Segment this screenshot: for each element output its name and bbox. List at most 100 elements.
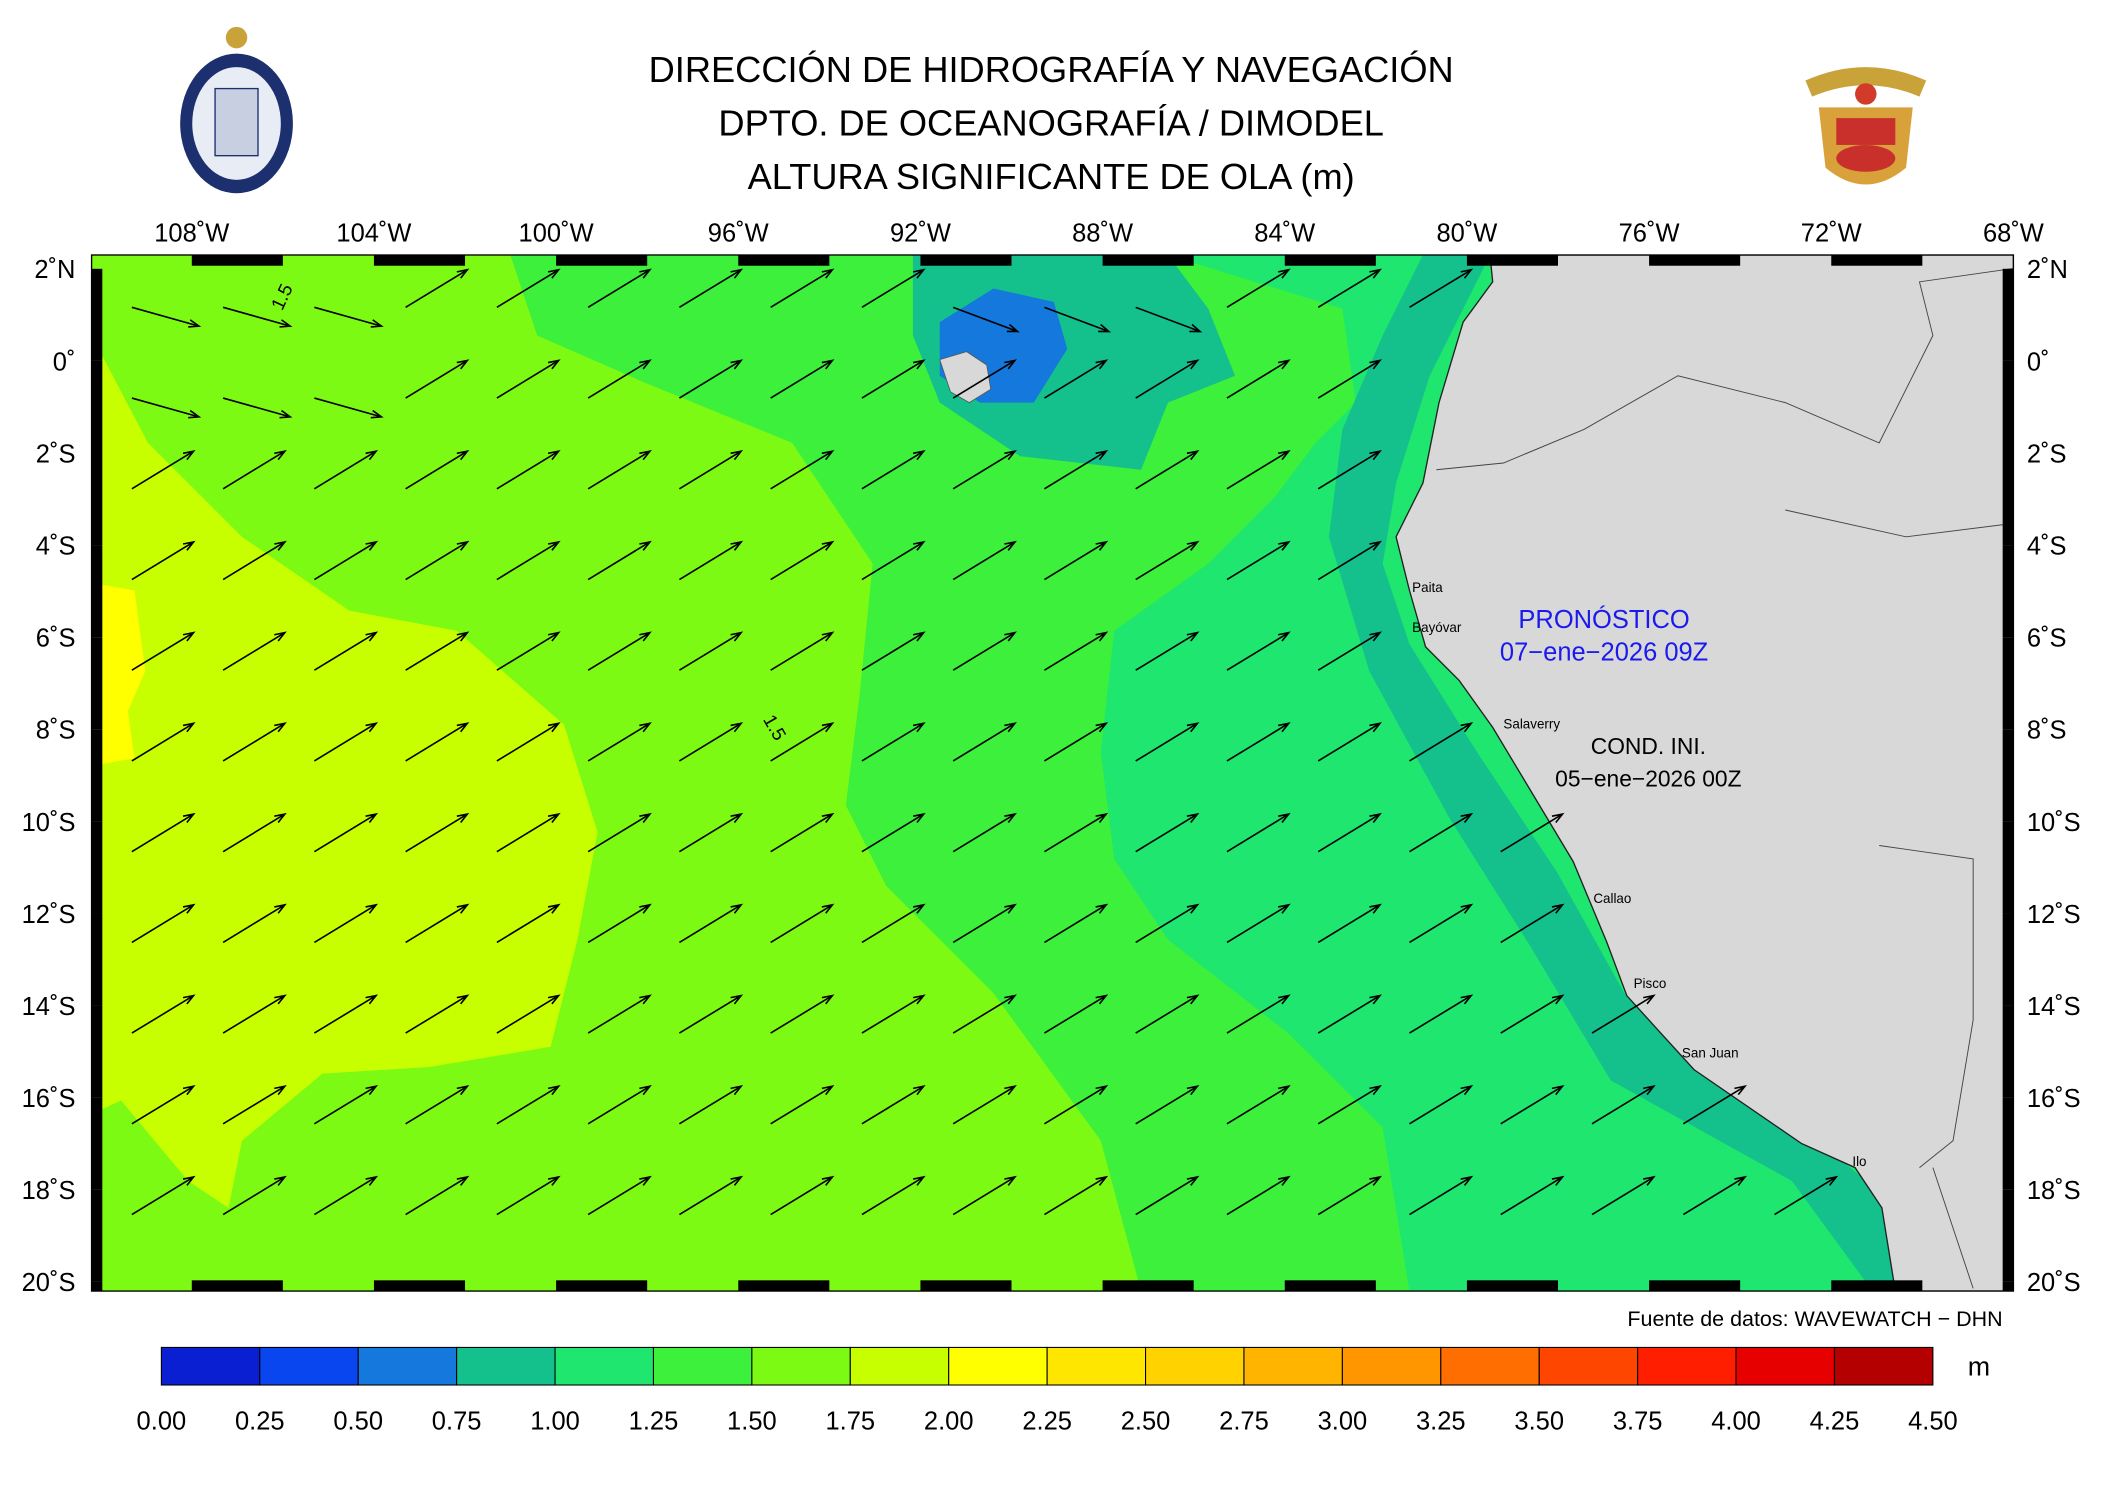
wave-arrow	[770, 903, 835, 944]
wave-arrow	[952, 306, 1020, 333]
lon-tick-label: 108˚W	[154, 220, 229, 248]
wave-arrow	[1135, 1175, 1200, 1216]
frame-segment	[1649, 254, 1741, 266]
lon-tick-label: 68˚W	[1983, 220, 2044, 248]
source-note: Fuente de datos: WAVEWATCH − DHN	[1627, 1307, 2002, 1331]
wave-arrow	[131, 306, 202, 328]
frame-segment	[2002, 268, 2014, 361]
wave-arrow	[405, 994, 470, 1034]
wave-arrow	[1135, 631, 1200, 671]
wave-arrow	[1774, 1175, 1839, 1216]
wave-arrow	[1044, 722, 1109, 762]
frame-segment	[2002, 637, 2014, 730]
frame-segment	[91, 1281, 103, 1292]
wave-arrow	[1317, 1085, 1382, 1125]
wave-arrow	[678, 1085, 744, 1125]
wave-arrow	[678, 1175, 744, 1216]
lon-tick-label: 96˚W	[708, 220, 769, 248]
wave-arrow	[496, 631, 561, 671]
frame-segment	[191, 1280, 283, 1292]
lat-tick-label: 8˚S	[2027, 717, 2067, 745]
wave-arrow	[1317, 1175, 1382, 1216]
wave-arrow	[952, 359, 1017, 399]
colorbar-tick-label: 1.75	[825, 1407, 875, 1435]
wave-arrow	[587, 903, 652, 944]
lon-tick-label: 88˚W	[1072, 220, 1133, 248]
wave-arrow	[222, 903, 287, 944]
frame-segment	[1466, 1280, 1559, 1292]
wave-arrow	[861, 359, 926, 399]
wave-arrow	[496, 449, 561, 490]
colorbar-tick-label: 4.50	[1908, 1407, 1958, 1435]
wave-arrow	[1317, 722, 1382, 762]
lat-tick-label: 12˚S	[22, 901, 76, 929]
wave-arrow	[770, 722, 835, 762]
wave-arrow	[131, 397, 202, 419]
frame-segment	[91, 913, 103, 1006]
place-label: Paita	[1412, 580, 1443, 595]
wave-arrow	[587, 540, 652, 581]
wave-arrow	[131, 1175, 196, 1216]
colorbar-tick-label: 0.75	[432, 1407, 482, 1435]
wave-arrow	[952, 449, 1017, 490]
wave-arrow	[1044, 812, 1109, 853]
lat-tick-label: 4˚S	[2027, 532, 2067, 560]
wave-arrow	[861, 1175, 926, 1216]
wave-arrow	[1135, 540, 1200, 581]
colorbar-swatch	[160, 1346, 261, 1386]
frame-segment	[1649, 1280, 1741, 1292]
frame-segment	[91, 637, 103, 730]
wave-arrow	[1135, 1085, 1200, 1125]
wave-arrow	[678, 631, 744, 671]
wave-arrow	[861, 540, 926, 581]
title-line: DIRECCIÓN DE HIDROGRAFÍA Y NAVEGACIÓN	[649, 49, 1454, 90]
wave-arrow	[952, 1175, 1017, 1216]
frame-segment	[1284, 254, 1376, 266]
colorbar-swatch	[1735, 1346, 1836, 1386]
wave-arrow	[678, 449, 744, 490]
wave-arrow	[1409, 1175, 1474, 1216]
wave-arrow	[770, 812, 835, 853]
logo-right	[1805, 67, 1927, 185]
colorbar-tick-label: 4.00	[1711, 1407, 1761, 1435]
wave-arrow	[770, 1175, 835, 1216]
frame-segment	[91, 729, 103, 822]
colorbar: 0.00 0.25 0.50 0.75 1.00 1.25 1.50 1.75 2.00 2.25…	[137, 1346, 1958, 1435]
wave-arrow	[405, 812, 470, 853]
wave-arrow	[222, 631, 287, 671]
wave-arrow	[313, 994, 379, 1034]
wave-arrow	[313, 540, 379, 581]
wave-arrow	[222, 306, 293, 328]
forecast-label: PRONÓSTICO	[1518, 605, 1689, 634]
colorbar-swatch	[1440, 1346, 1540, 1386]
frame-segment	[191, 254, 283, 266]
colorbar-swatch	[554, 1346, 654, 1386]
lat-tick-label: 14˚S	[22, 993, 76, 1021]
lat-tick-label: 18˚S	[2027, 1177, 2081, 1205]
wave-arrow	[1044, 1085, 1109, 1125]
wave-arrow	[1591, 994, 1656, 1034]
frame-segment	[1831, 1280, 1923, 1292]
colorbar-tick-label: 0.00	[137, 1407, 187, 1435]
frame-segment	[920, 254, 1012, 266]
lon-tick-label: 104˚W	[336, 220, 411, 248]
island	[939, 351, 992, 404]
lat-tick-label: 2˚S	[2027, 440, 2067, 468]
wave-arrow	[1135, 812, 1200, 853]
colorbar-swatch	[751, 1346, 851, 1386]
wave-arrow	[1135, 722, 1200, 762]
wave-arrow	[587, 268, 652, 309]
lon-tick-label: 76˚W	[1619, 220, 1680, 248]
wave-arrow	[131, 722, 196, 762]
wave-arrow	[587, 631, 652, 671]
colorbar-swatch	[652, 1346, 753, 1386]
lat-tick-label: 2˚S	[36, 440, 76, 468]
place-label: Pisco	[1634, 976, 1667, 991]
wave-arrow	[587, 722, 652, 762]
wave-arrow	[1409, 722, 1474, 762]
init-time: 05−ene−2026 00Z	[1555, 765, 1741, 791]
wave-arrow	[587, 812, 652, 853]
frame-segment	[2002, 1189, 2014, 1282]
colorbar-swatch	[1637, 1346, 1737, 1386]
